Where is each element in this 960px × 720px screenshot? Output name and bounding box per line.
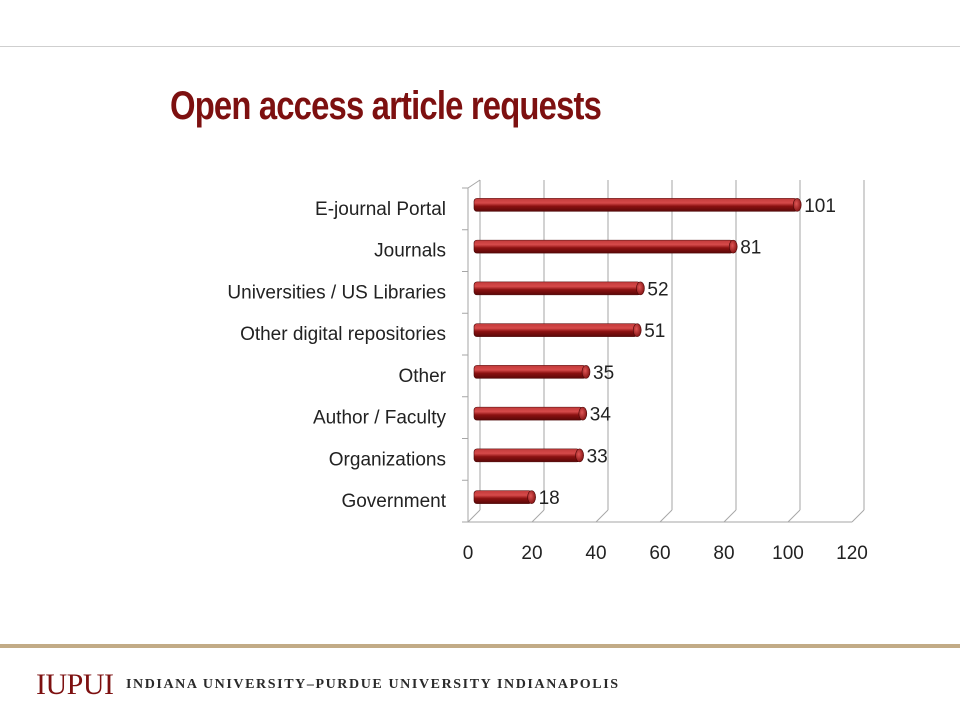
x-tick-label-6: 120	[836, 543, 868, 564]
bar-5	[473, 406, 584, 421]
category-label-1: Journals	[374, 241, 446, 262]
category-label-6: Organizations	[329, 449, 446, 470]
footer: IUPUI INDIANA UNIVERSITY–PURDUE UNIVERSI…	[36, 668, 620, 708]
university-name: INDIANA UNIVERSITY–PURDUE UNIVERSITY IND…	[125, 677, 620, 692]
bar-cap-7	[527, 490, 536, 504]
category-label-0: E-journal Portal	[315, 199, 446, 220]
floor-line-5	[787, 509, 801, 523]
bar-6	[473, 448, 580, 463]
x-tick-label-1: 20	[521, 543, 542, 564]
bar-0	[473, 198, 798, 212]
slide-title: Open access article requests	[170, 84, 602, 128]
bar-cap-3	[632, 323, 642, 337]
category-label-7: Government	[341, 491, 446, 512]
bar-cap-5	[578, 406, 588, 421]
data-label-0: 101	[804, 196, 836, 217]
bar-4	[473, 365, 587, 379]
data-label-2: 52	[647, 279, 668, 300]
bar-7	[473, 490, 532, 504]
floor-line-2	[595, 509, 609, 523]
bar-cap-4	[581, 365, 591, 379]
floor-line-3	[659, 509, 673, 523]
data-label-3: 51	[644, 321, 665, 342]
left-wall-top	[467, 179, 481, 189]
bar-cap-1	[728, 239, 738, 254]
x-tick-label-3: 60	[649, 543, 670, 564]
data-label-1: 81	[740, 238, 761, 259]
category-label-3: Other digital repositories	[240, 324, 446, 345]
category-label-4: Other	[398, 366, 446, 387]
floor-line-6	[851, 509, 865, 523]
category-label-5: Author / Faculty	[313, 408, 447, 429]
floor-line-0	[467, 509, 481, 523]
floor-line-1	[531, 509, 545, 523]
bar-2	[473, 281, 641, 296]
floor-line-4	[723, 509, 737, 523]
data-label-4: 35	[593, 363, 614, 384]
bar-chart: 101 E-journal Portal 81 Journals 52 Universit…	[227, 179, 868, 564]
data-label-6: 33	[587, 446, 608, 467]
top-divider	[0, 46, 960, 47]
category-label-2: Universities / US Libraries	[227, 282, 446, 303]
x-tick-label-2: 40	[585, 543, 606, 564]
data-label-5: 34	[590, 405, 612, 426]
iupui-logo: IUPUI	[36, 668, 114, 701]
bar-cap-0	[792, 198, 802, 212]
x-tick-label-5: 100	[772, 543, 804, 564]
data-label-7: 18	[539, 488, 560, 509]
bar-1	[473, 239, 734, 254]
bar-cap-2	[636, 281, 645, 296]
footer-divider	[0, 644, 960, 648]
bar-3	[473, 323, 638, 337]
x-tick-label-0: 0	[463, 543, 474, 564]
x-tick-label-4: 80	[713, 543, 734, 564]
bar-cap-6	[575, 448, 584, 463]
